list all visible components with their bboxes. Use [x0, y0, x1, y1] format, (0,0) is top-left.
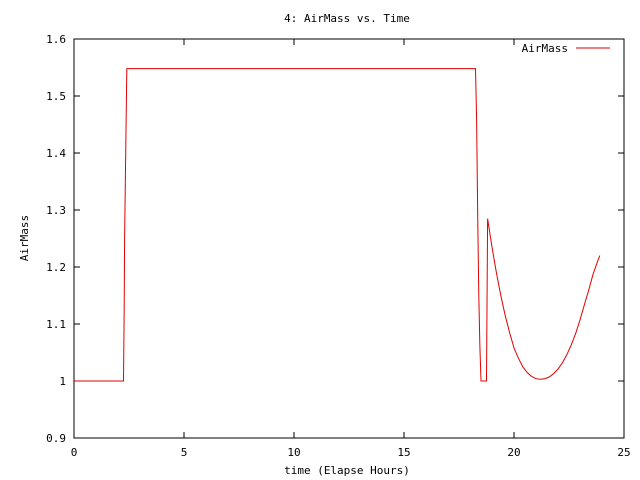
y-tick-label: 1.2: [46, 261, 66, 274]
x-tick-label: 5: [181, 446, 188, 459]
y-tick-label: 0.9: [46, 432, 66, 445]
y-tick-label: 1.3: [46, 204, 66, 217]
x-tick-label: 10: [287, 446, 300, 459]
x-tick-label: 15: [397, 446, 410, 459]
x-tick-label: 0: [71, 446, 78, 459]
legend: AirMass: [522, 42, 610, 55]
y-tick-label: 1: [59, 375, 66, 388]
y-tick-label: 1.5: [46, 90, 66, 103]
y-axis: 0.9 1 1.1 1.2 1.3 1.4 1.5 1.6: [46, 33, 624, 445]
legend-label: AirMass: [522, 42, 568, 55]
chart-title: 4: AirMass vs. Time: [284, 12, 410, 25]
x-axis: 0 5 10 15 20 25: [71, 39, 631, 459]
y-axis-label: AirMass: [18, 215, 31, 261]
y-tick-label: 1.1: [46, 318, 66, 331]
y-tick-label: 1.4: [46, 147, 66, 160]
y-tick-label: 1.6: [46, 33, 66, 46]
x-axis-label: time (Elapse Hours): [284, 464, 410, 477]
series-line-airmass: [74, 68, 601, 382]
x-tick-label: 25: [617, 446, 630, 459]
plot-frame: [73, 38, 625, 439]
series-layer: [74, 68, 601, 382]
x-tick-label: 20: [507, 446, 520, 459]
